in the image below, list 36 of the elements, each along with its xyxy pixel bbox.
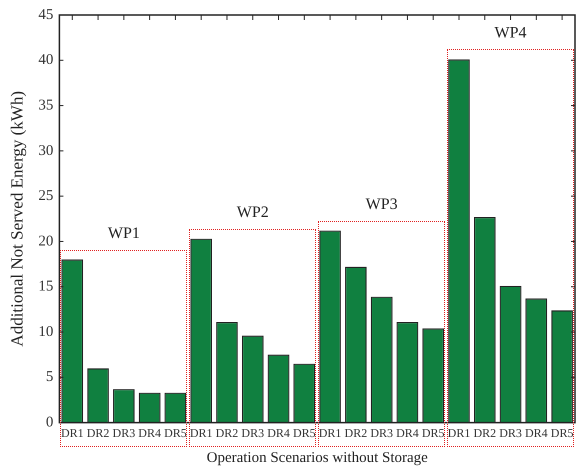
y-tick-label: 20 bbox=[38, 233, 54, 250]
x-tick-label: DR2 bbox=[216, 426, 238, 440]
y-tick-label: 0 bbox=[46, 414, 54, 431]
x-tick-label: DR4 bbox=[524, 426, 548, 440]
x-tick-label: DR5 bbox=[164, 426, 187, 440]
x-tick-label: DR5 bbox=[422, 426, 445, 440]
y-axis-title: Additional Not Served Energy (kWh) bbox=[8, 91, 27, 347]
x-tick-label: DR1 bbox=[448, 426, 470, 440]
y-tick-label: 40 bbox=[38, 52, 54, 68]
x-tick-label: DR3 bbox=[370, 426, 393, 440]
x-tick-label: DR3 bbox=[112, 426, 136, 440]
x-tick-label: DR2 bbox=[86, 426, 110, 440]
annotation: WP4 bbox=[494, 24, 527, 42]
annotation: WP2 bbox=[236, 204, 269, 221]
y-tick-label: 45 bbox=[38, 6, 54, 23]
x-tick-label: DR5 bbox=[292, 426, 316, 440]
annotation: WP3 bbox=[366, 196, 398, 213]
y-tick-label: 30 bbox=[38, 142, 54, 159]
y-tick-label: 35 bbox=[38, 98, 54, 114]
x-tick-label: DR4 bbox=[396, 426, 419, 440]
x-tick-label: DR4 bbox=[267, 426, 290, 440]
x-tick-label: DR4 bbox=[138, 426, 161, 440]
x-tick-label: DR1 bbox=[190, 426, 213, 440]
y-tick-label: 15 bbox=[38, 278, 54, 295]
x-tick-label: DR2 bbox=[344, 426, 368, 440]
y-tick-label: 5 bbox=[46, 369, 54, 386]
x-tick-label: DR1 bbox=[318, 426, 342, 440]
x-tick-label: DR2 bbox=[473, 426, 496, 440]
y-tick-label: 10 bbox=[38, 324, 54, 340]
x-tick-label: DR1 bbox=[60, 426, 84, 440]
annotation: WP1 bbox=[108, 224, 140, 242]
x-tick-label: DR3 bbox=[499, 426, 522, 440]
y-tick-label: 25 bbox=[38, 188, 54, 204]
x-tick-label: DR3 bbox=[241, 426, 264, 440]
x-axis-title: Operation Scenarios without Storage bbox=[206, 450, 428, 466]
x-tick-label: DR5 bbox=[550, 426, 574, 440]
